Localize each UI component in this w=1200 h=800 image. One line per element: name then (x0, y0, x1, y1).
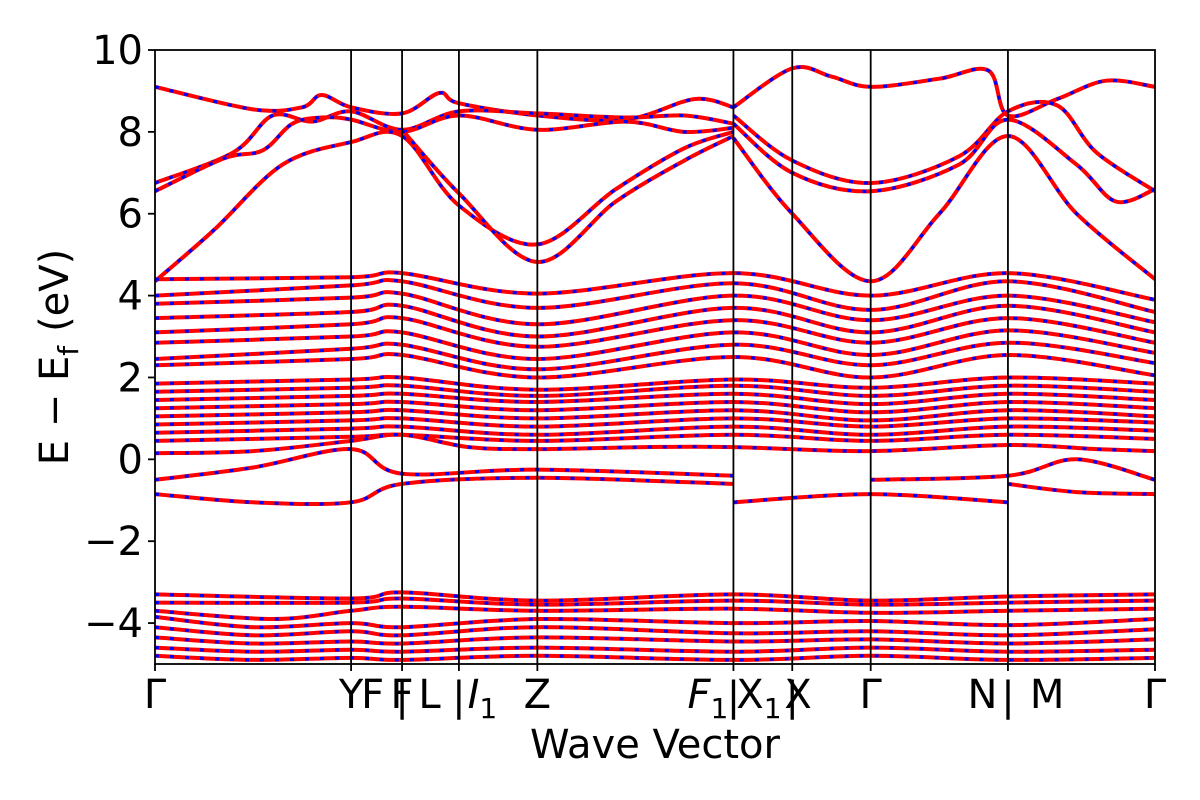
band-line-solid (732, 65, 1155, 119)
band-line-dashed (155, 476, 734, 506)
y-tick-label: 2 (118, 355, 143, 401)
band-series-36 (155, 635, 1155, 646)
band-line-solid (400, 128, 735, 265)
band-line-dashed (732, 100, 1155, 193)
band-series-34 (155, 614, 1155, 630)
x-kpoint-label: Γ (144, 672, 167, 718)
x-axis-kpoint-labels: Γ YF F L I1 Z F1 X1 X Γ N M Γ | | | | | (144, 664, 1167, 725)
band-line-dashed (155, 654, 1155, 662)
y-tick-label: 10 (92, 28, 143, 74)
x-kpath-separator: | (786, 674, 799, 720)
plot-frame (154, 49, 1156, 665)
band-series-7 (732, 117, 1155, 205)
y-axis-ticks: −4 −2 0 2 4 6 8 10 (84, 28, 155, 647)
y-axis-title-unit: (eV) (32, 249, 78, 332)
y-axis-title-main: E − E (32, 356, 78, 466)
y-tick-label: 6 (118, 192, 143, 238)
band-line-solid (1007, 481, 1155, 497)
band-line-solid (155, 108, 734, 185)
band-line-dashed (155, 113, 734, 193)
x-kpoint-label: Γ (1144, 672, 1167, 718)
band-line-solid (732, 117, 1155, 205)
band-series-1 (155, 108, 734, 185)
x-kpoint-label: M (1030, 672, 1065, 718)
band-series-38 (155, 653, 1155, 662)
x-kpath-separator: | (727, 674, 740, 720)
band-line-dashed (155, 615, 1155, 629)
y-axis-title-subscript: f (52, 345, 85, 356)
x-kpoint-label: Γ (860, 672, 883, 718)
band-line-dashed (732, 65, 1155, 119)
x-axis-title: Wave Vector (530, 722, 781, 768)
band-line-solid (155, 129, 735, 283)
band-series-16 (155, 352, 1155, 380)
band-line-dashed (1007, 482, 1155, 496)
band-line-solid (155, 604, 1155, 622)
band-line-solid (155, 352, 1155, 380)
band-series-5 (732, 65, 1155, 119)
band-series-31 (155, 590, 1155, 603)
band-series-26 (155, 447, 734, 482)
x-kpath-separator: | (395, 674, 408, 720)
band-series-29 (870, 457, 1155, 482)
band-line-solid (731, 133, 1155, 284)
y-tick-label: 0 (118, 437, 143, 483)
y-tick-label: 8 (118, 110, 143, 156)
band-line-dashed (155, 635, 1155, 646)
x-kpoint-label: F (361, 672, 384, 718)
band-series-37 (155, 645, 1155, 654)
band-series-30 (1007, 481, 1155, 497)
bands-layer (155, 65, 1155, 662)
kpath-vertical-lines (350, 50, 1009, 664)
x-kpoint-label: X1 (736, 672, 781, 725)
band-line-dashed (732, 134, 1155, 283)
band-series-27 (155, 475, 734, 507)
band-line-dashed (155, 645, 1155, 654)
x-kpoint-label: X (784, 672, 811, 718)
band-line-solid (870, 457, 1155, 482)
y-axis-title: E − Ef (eV) (32, 249, 85, 466)
y-tick-label: −4 (84, 601, 143, 647)
y-tick-label: 4 (118, 274, 143, 320)
band-series-24 (155, 432, 1155, 443)
x-kpath-separator: | (1001, 674, 1014, 720)
band-series-6 (732, 99, 1155, 193)
y-tick-label: −2 (84, 519, 143, 565)
band-line-solid (155, 590, 1155, 603)
band-series-2 (155, 113, 734, 194)
x-kpoint-label: F1 (688, 672, 729, 725)
band-series-35 (155, 625, 1155, 638)
x-kpath-separator: | (452, 674, 465, 720)
x-kpoint-label: Z (524, 672, 551, 718)
band-series-3 (155, 129, 735, 283)
band-line-dashed (155, 447, 734, 482)
x-kpoint-label: I1 (468, 672, 498, 725)
x-kpoint-label: F (391, 672, 414, 718)
band-line-solid (155, 432, 1155, 443)
band-line-dashed (155, 625, 1155, 637)
x-kpoint-label: L (418, 672, 441, 718)
band-series-4 (400, 128, 735, 265)
band-series-8 (731, 133, 1155, 284)
x-kpoint-label: N (967, 672, 997, 718)
x-kpoint-label: Y (338, 672, 364, 718)
band-series-33 (155, 604, 1155, 622)
